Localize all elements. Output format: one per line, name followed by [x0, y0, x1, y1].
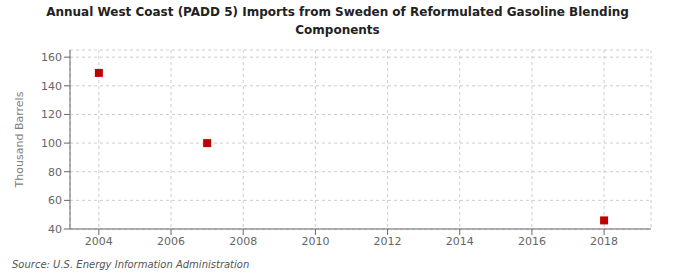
- html-text:Components: Components: [295, 23, 380, 37]
- svg-text:Thousand Barrels: Thousand Barrels: [13, 91, 26, 188]
- html-text:Annual West Coast (PADD 5) Imp: Annual West Coast (PADD 5) Imports from …: [46, 5, 629, 19]
- svg-text:140: 140: [41, 80, 62, 93]
- svg-text:2018: 2018: [590, 235, 618, 248]
- svg-text:60: 60: [48, 194, 62, 207]
- svg-text:2008: 2008: [229, 235, 257, 248]
- svg-text:100: 100: [41, 137, 62, 150]
- svg-text:2012: 2012: [374, 235, 402, 248]
- svg-text:160: 160: [41, 51, 62, 64]
- svg-text:2014: 2014: [446, 235, 474, 248]
- svg-text:120: 120: [41, 108, 62, 121]
- svg-text:2010: 2010: [301, 235, 329, 248]
- svg-text:40: 40: [48, 223, 62, 236]
- html-text:Source: U.S. Energy Informatio: Source: U.S. Energy Information Administ…: [12, 259, 250, 270]
- svg-text:2004: 2004: [85, 235, 113, 248]
- svg-text:80: 80: [48, 166, 62, 179]
- svg-text:2016: 2016: [518, 235, 546, 248]
- svg-text:2006: 2006: [157, 235, 185, 248]
